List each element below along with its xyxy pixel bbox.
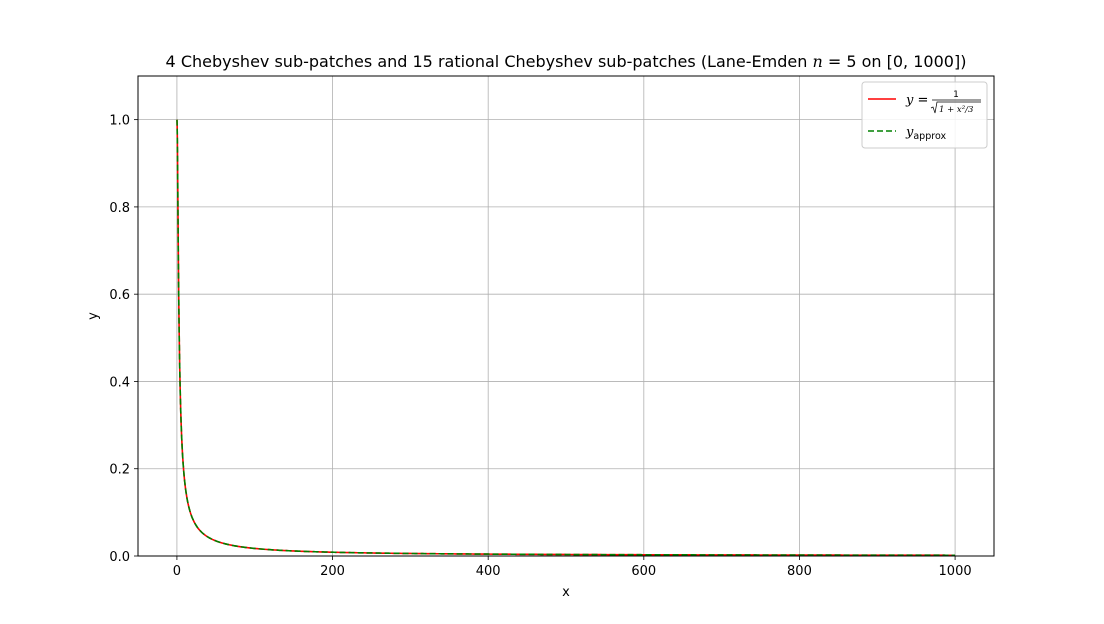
y-tick-label: 0.6	[109, 288, 130, 303]
legend: y = 1 1 + x²/3 yapprox	[861, 81, 988, 149]
legend-exact-denominator: 1 + x²/3	[939, 105, 973, 115]
y-tick-label: 0.4	[109, 375, 130, 390]
title-prefix: 4 Chebyshev sub-patches and 15 rational …	[166, 52, 813, 71]
y-tick-label: 1.0	[109, 114, 130, 129]
title-n-symbol: n	[812, 52, 822, 71]
x-tick-label: 0	[173, 564, 181, 579]
x-tick-label: 200	[320, 564, 345, 579]
series-line-approx	[176, 119, 956, 557]
legend-exact-numerator: 1	[953, 90, 959, 100]
y-tick-label: 0.0	[109, 550, 130, 565]
title-equals: = 5 on	[823, 52, 887, 71]
y-axis-ticks: 0.0 0.2 0.4 0.6 0.8 1.0	[109, 114, 138, 565]
y-tick-label: 0.2	[109, 463, 130, 478]
y-axis-label: y	[86, 312, 101, 320]
x-tick-label: 800	[787, 564, 812, 579]
legend-exact-sqrt-sign	[930, 101, 981, 114]
title-range: [0, 1000]	[887, 52, 961, 71]
x-tick-label: 400	[476, 564, 501, 579]
x-tick-label: 1000	[939, 564, 972, 579]
legend-label-exact: y =	[905, 93, 928, 108]
legend-approx-lhs: y	[905, 125, 914, 140]
plot-frame	[137, 75, 995, 557]
legend-exact-eq: =	[913, 93, 928, 108]
x-tick-label: 600	[631, 564, 656, 579]
series-group	[176, 119, 956, 557]
chart-title: 4 Chebyshev sub-patches and 15 rational …	[166, 52, 967, 71]
legend-exact-lhs: y	[905, 93, 914, 108]
y-tick-label: 0.8	[109, 201, 130, 216]
title-suffix: )	[960, 52, 966, 71]
legend-label-approx: yapprox	[905, 125, 946, 142]
x-axis-ticks: 0 200 400 600 800 1000	[173, 556, 972, 579]
series-line-exact	[176, 119, 956, 557]
legend-approx-sub: approx	[913, 131, 946, 142]
x-axis-label: x	[562, 585, 570, 600]
